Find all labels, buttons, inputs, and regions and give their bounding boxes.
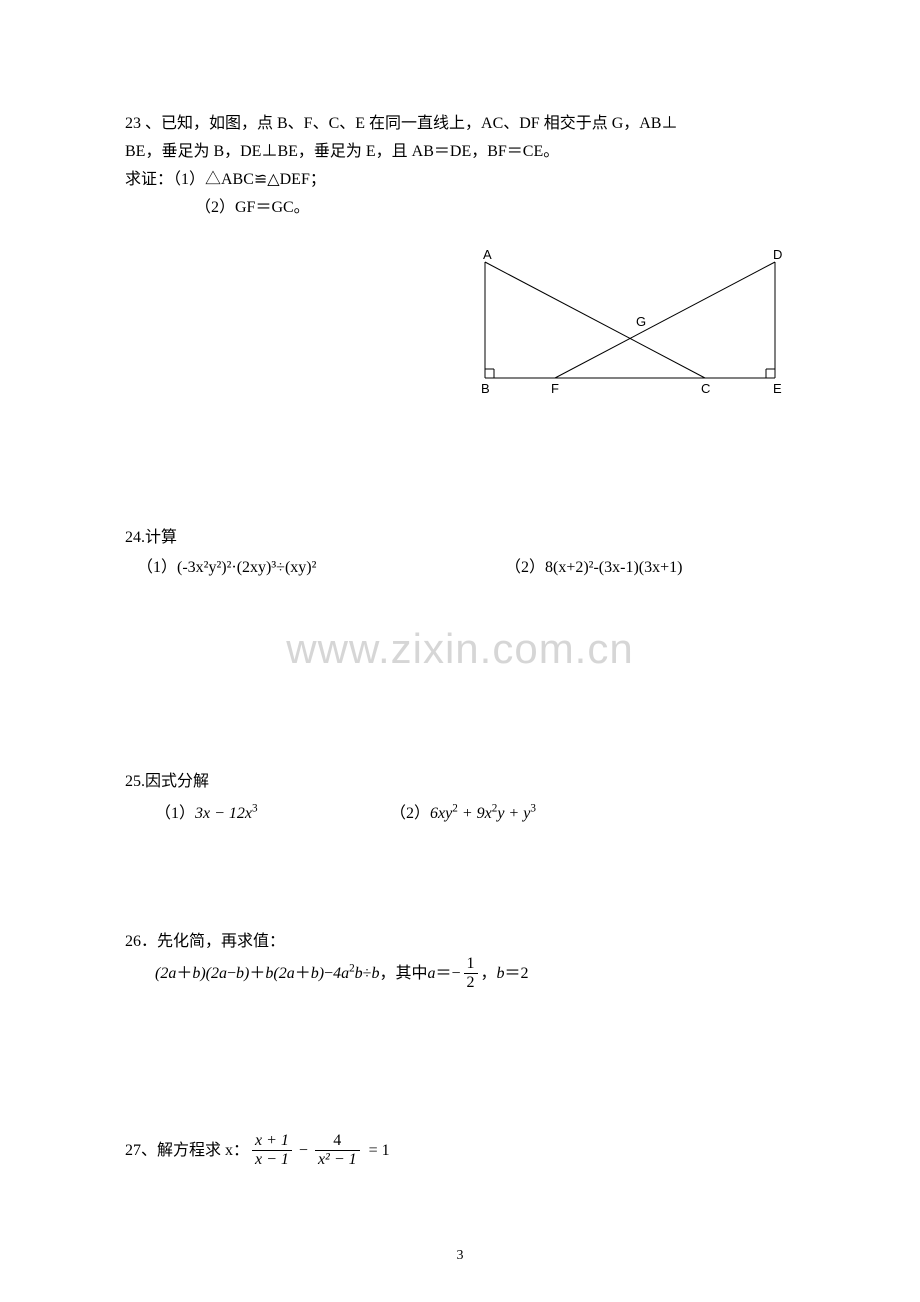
q27: 27、解方程求 x： x + 1 x − 1 − 4 x² − 1 = 1 xyxy=(125,1133,800,1168)
q25-p2-label: （2） xyxy=(390,805,430,822)
q26-frac: 1 2 xyxy=(464,956,478,991)
svg-text:B: B xyxy=(481,381,490,396)
q23-diagram: A D B F C E G xyxy=(455,248,795,408)
page-content: 23 、已知，如图，点 B、F、C、E 在同一直线上，AC、DF 相交于点 G，… xyxy=(0,0,920,1208)
q26: 26．先化简，再求值： (2a＋b)(2a−b)＋b(2a＋b)−4a2b÷b，… xyxy=(125,928,800,991)
q27-f2-den: x² − 1 xyxy=(315,1150,360,1168)
q27-f1-num: x + 1 xyxy=(252,1133,292,1150)
q27-f1-den: x − 1 xyxy=(252,1150,292,1168)
q26-expr: (2a＋b)(2a−b)＋b(2a＋b)−4a2b÷b，其中a＝− 1 2 ，b… xyxy=(125,956,800,991)
svg-text:D: D xyxy=(773,248,782,262)
q25-p1-label: （1） xyxy=(155,805,195,822)
q23-line1: 23 、已知，如图，点 B、F、C、E 在同一直线上，AC、DF 相交于点 G，… xyxy=(125,110,800,138)
q27-frac1: x + 1 x − 1 xyxy=(252,1133,292,1168)
q24: 24.计算 （1）(-3x²y²)²·(2xy)³÷(xy)² （2）8(x+2… xyxy=(125,524,800,582)
q26-frac-den: 2 xyxy=(464,973,478,991)
q26-frac-num: 1 xyxy=(464,956,478,973)
q27-f2-num: 4 xyxy=(330,1133,344,1150)
svg-text:G: G xyxy=(636,314,646,329)
q23-line2: BE，垂足为 B，DE⊥BE，垂足为 E，且 AB＝DE，BF＝CE。 xyxy=(125,138,800,166)
svg-text:C: C xyxy=(701,381,710,396)
q25-part1: （1）3x − 12x3 xyxy=(125,800,390,828)
q27-prefix: 27、解方程求 x： xyxy=(125,1137,249,1165)
q23-line3: 求证：（1）△ABC≌△DEF； xyxy=(125,166,800,194)
q24-head: 24.计算 xyxy=(125,524,800,552)
q24-part1: （1）(-3x²y²)²·(2xy)³÷(xy)² xyxy=(125,554,505,582)
q25-head: 25.因式分解 xyxy=(125,768,800,796)
q23-line4: （2）GF＝GC。 xyxy=(125,194,800,222)
q27-eq: = 1 xyxy=(369,1137,390,1165)
svg-text:E: E xyxy=(773,381,782,396)
q24-part2: （2）8(x+2)²-(3x-1)(3x+1) xyxy=(505,554,682,582)
q27-minus: − xyxy=(299,1137,308,1165)
page-number: 3 xyxy=(0,1248,920,1264)
q25-part2: （2）6xy2 + 9x2y + y3 xyxy=(390,800,536,828)
q26-head: 26．先化简，再求值： xyxy=(125,928,800,956)
q27-frac2: 4 x² − 1 xyxy=(315,1133,360,1168)
svg-text:A: A xyxy=(483,248,492,262)
q25: 25.因式分解 （1）3x − 12x3 （2）6xy2 + 9x2y + y3 xyxy=(125,768,800,828)
svg-text:F: F xyxy=(551,381,559,396)
